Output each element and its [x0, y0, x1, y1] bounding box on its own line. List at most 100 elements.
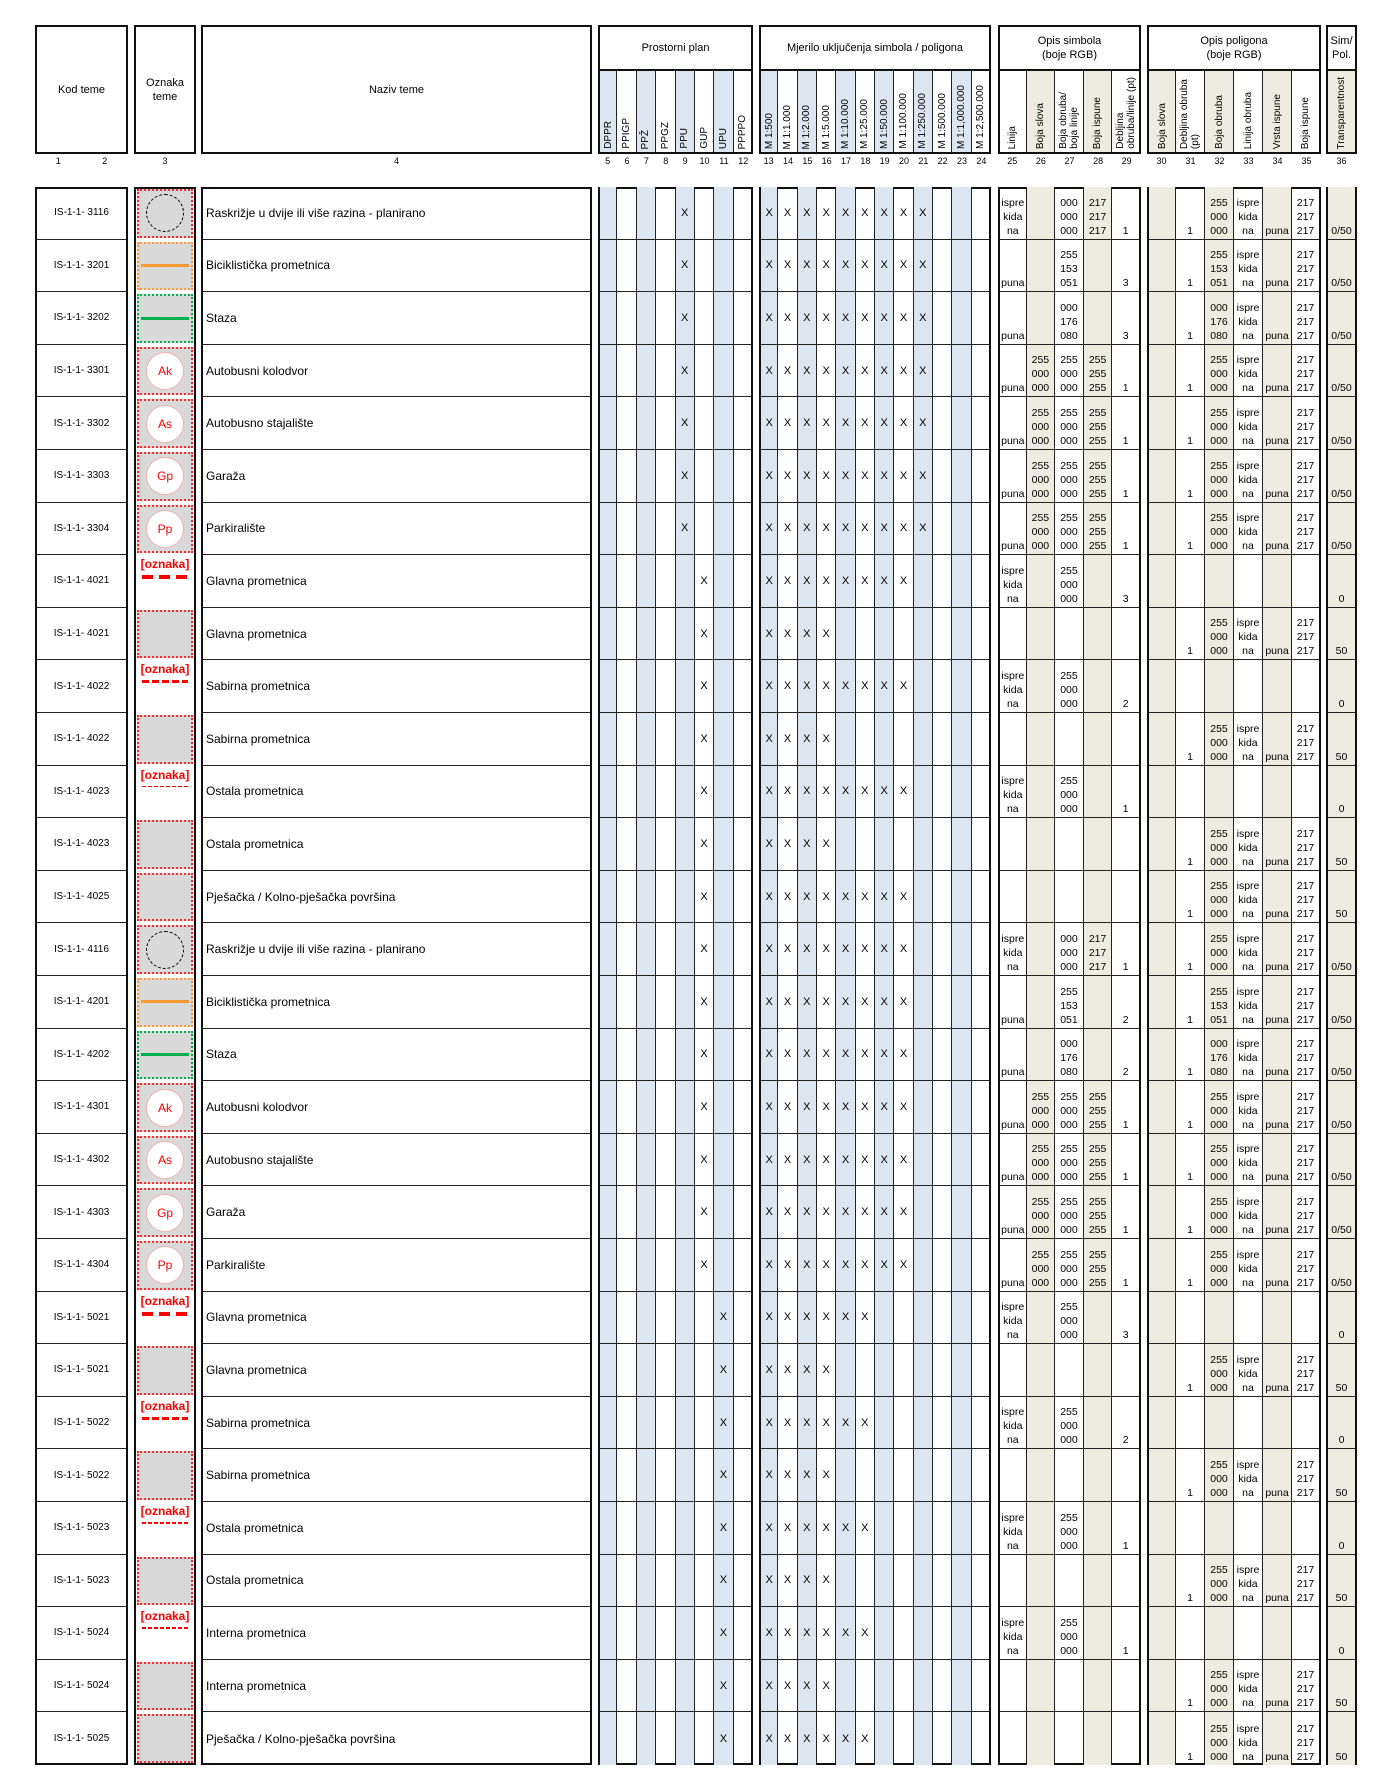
- row-name: Sabirna prometnica: [203, 1449, 590, 1502]
- scale-cell: X: [761, 1449, 779, 1502]
- row-name: Glavna prometnica: [203, 1292, 590, 1345]
- plan-cell: [694, 1659, 715, 1713]
- symbol-description-cell: 255 255 255: [1083, 344, 1113, 398]
- scale-cell: [952, 923, 972, 976]
- scale-cell: X: [797, 1133, 817, 1187]
- plan-cell: [714, 765, 734, 819]
- polygon-description-cell: ispre kida na: [1234, 344, 1263, 398]
- scale-cell: X: [761, 1186, 779, 1239]
- row-code: IS-1-1- 3202: [37, 292, 126, 345]
- header-column-label: M 1:2.000: [801, 104, 813, 149]
- plan-cell: [675, 818, 695, 871]
- plan-cell: [714, 555, 734, 608]
- scale-cell: X: [797, 923, 817, 976]
- symbol-description-cell: ispre kida na: [1000, 555, 1027, 608]
- plan-cell: [675, 1291, 695, 1345]
- polygon-description-cell: 1: [1176, 923, 1205, 976]
- scale-cell: X: [817, 555, 837, 608]
- scale-cell: X: [836, 660, 856, 713]
- scale-cell: X: [817, 765, 837, 819]
- scale-cell: X: [797, 1186, 817, 1239]
- symbol-description-cell: 2: [1112, 976, 1139, 1029]
- plan-cell: [617, 1081, 637, 1134]
- scale-cell: [952, 818, 972, 871]
- scale-cell: [913, 555, 933, 608]
- symbol-box: [137, 1451, 193, 1500]
- polygon-description-cell: puna: [1263, 818, 1292, 871]
- symbol-description-cell: 255 255 255: [1083, 502, 1113, 556]
- scale-cell: X: [817, 344, 837, 398]
- polygon-description-cell: 217 217 217: [1292, 1344, 1319, 1397]
- polygon-description-cell: 255 000 000: [1205, 397, 1234, 450]
- row-code: IS-1-1- 4116: [37, 923, 126, 976]
- polygon-description-cell: [1234, 1396, 1263, 1450]
- plan-cell: [656, 292, 676, 345]
- scale-cell: [913, 1081, 933, 1134]
- plan-cell: [714, 870, 734, 924]
- scale-cell: X: [761, 1344, 779, 1397]
- symbol-description-cell: 1: [1112, 1134, 1139, 1187]
- scale-cell: X: [894, 555, 914, 608]
- symbol-description-cell: puna: [1000, 1133, 1027, 1187]
- scale-cell: X: [913, 187, 933, 240]
- polygon-description-cell: [1292, 660, 1319, 713]
- symbol-description-cell: 1: [1112, 503, 1139, 556]
- scale-cell: [913, 1239, 933, 1292]
- scale-cell: X: [817, 976, 837, 1029]
- scale-cell: X: [778, 765, 798, 819]
- scale-cell: [971, 1344, 989, 1397]
- plan-cell: [636, 239, 657, 293]
- polygon-description-cell: 1: [1176, 1133, 1205, 1187]
- polygon-description-cell: puna: [1263, 344, 1292, 398]
- header-naziv-teme: Naziv teme: [201, 25, 592, 154]
- scale-cell: [971, 1660, 989, 1713]
- polygon-description-cell: 255 000 000: [1205, 1344, 1234, 1397]
- plan-cell: [600, 344, 618, 398]
- scale-cell: X: [817, 1344, 837, 1397]
- row-code: IS-1-1- 5024: [37, 1660, 126, 1713]
- scale-cell: X: [836, 1133, 856, 1187]
- polygon-description-cell: 1: [1176, 292, 1205, 345]
- symbol-description-cell: [1055, 1344, 1084, 1397]
- transparency-cell: 0/50: [1328, 187, 1355, 240]
- plan-cell: [656, 713, 676, 766]
- polygon-description-cell: [1176, 660, 1205, 713]
- scale-cell: X: [797, 1502, 817, 1555]
- plan-cell: [656, 555, 676, 608]
- row-name: Ostala prometnica: [203, 818, 590, 871]
- scale-cell: [875, 1502, 895, 1555]
- scale-cell: [933, 1502, 953, 1555]
- plan-cell: [733, 240, 751, 293]
- polygon-description-cell: 255 000 000: [1205, 1186, 1234, 1239]
- plan-cell: [636, 765, 657, 819]
- symbol-description-cell: [1026, 607, 1056, 661]
- scale-cell: X: [875, 1081, 895, 1134]
- symbol-description-cell: 255 153 051: [1055, 239, 1084, 293]
- plan-cell: [600, 1344, 618, 1397]
- polygon-description-cell: [1149, 870, 1176, 924]
- plan-cell: [600, 239, 618, 293]
- plan-cell: [656, 1712, 676, 1765]
- polygon-description-cell: 217 217 217: [1292, 1029, 1319, 1082]
- scale-cell: X: [894, 239, 914, 293]
- plan-cell: [675, 1659, 695, 1713]
- scale-cell: X: [894, 292, 914, 345]
- polygon-description-cell: puna: [1263, 1133, 1292, 1187]
- scale-cell: X: [894, 1081, 914, 1134]
- scale-cell: [894, 1396, 914, 1450]
- transparency-cell: 0: [1328, 1396, 1355, 1450]
- scale-cell: X: [894, 397, 914, 450]
- scale-cell: X: [778, 1607, 798, 1660]
- polygon-description-cell: [1149, 344, 1176, 398]
- scale-cell: X: [875, 344, 895, 398]
- symbol-description-cell: 255 000 000: [1055, 502, 1084, 556]
- symbol-description-cell: 255 255 255: [1083, 1186, 1113, 1239]
- row-name: Parkiralište: [203, 1239, 590, 1292]
- scale-cell: [971, 976, 989, 1029]
- plan-cell: X: [694, 1133, 715, 1187]
- column-number: 33: [1243, 156, 1254, 166]
- symbol-description-cell: 2: [1112, 1029, 1139, 1082]
- polygon-description-cell: ispre kida na: [1234, 187, 1263, 240]
- row-name: Interna prometnica: [203, 1660, 590, 1713]
- plan-cell: [656, 870, 676, 924]
